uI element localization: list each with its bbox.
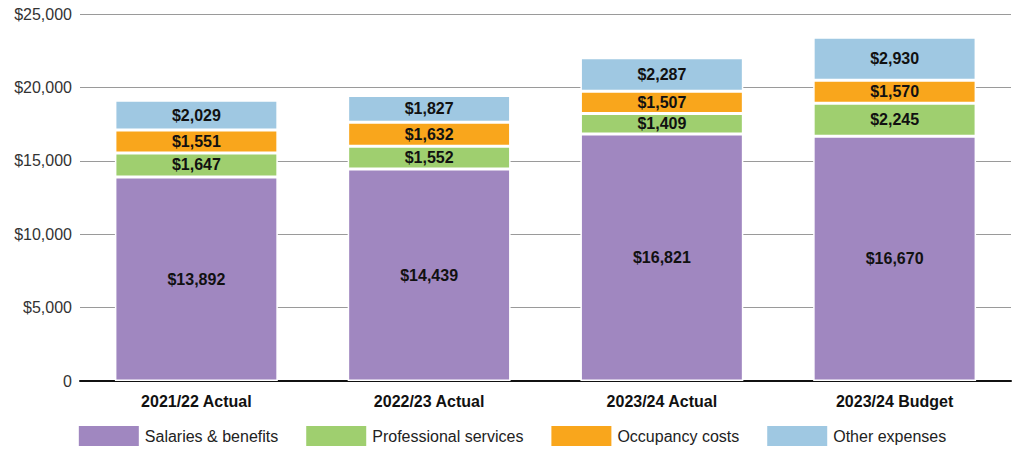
svg-text:$1,570: $1,570 [870,83,919,100]
svg-text:Occupancy costs: Occupancy costs [617,428,739,445]
svg-text:Salaries & benefits: Salaries & benefits [145,428,278,445]
svg-text:2021/22 Actual: 2021/22 Actual [141,393,252,410]
svg-text:$1,632: $1,632 [405,126,454,143]
svg-text:$2,287: $2,287 [637,66,686,83]
svg-text:$25,000: $25,000 [14,6,72,23]
svg-text:$20,000: $20,000 [14,79,72,96]
svg-text:2022/23 Actual: 2022/23 Actual [374,393,485,410]
svg-text:$1,507: $1,507 [637,94,686,111]
svg-text:Professional services: Professional services [372,428,523,445]
svg-text:$1,552: $1,552 [405,149,454,166]
svg-text:2023/24 Actual: 2023/24 Actual [607,393,718,410]
svg-text:$10,000: $10,000 [14,226,72,243]
svg-text:$1,551: $1,551 [172,133,221,150]
svg-text:0: 0 [63,373,72,390]
svg-text:2023/24 Budget: 2023/24 Budget [836,393,954,410]
svg-text:$1,409: $1,409 [637,115,686,132]
svg-text:$5,000: $5,000 [23,299,72,316]
svg-text:$15,000: $15,000 [14,152,72,169]
svg-text:Other expenses: Other expenses [833,428,946,445]
svg-text:$16,821: $16,821 [633,249,691,266]
svg-text:$2,029: $2,029 [172,107,221,124]
svg-text:$16,670: $16,670 [866,250,924,267]
svg-text:$14,439: $14,439 [400,267,458,284]
svg-text:$2,930: $2,930 [870,50,919,67]
svg-text:$13,892: $13,892 [167,271,225,288]
svg-text:$1,647: $1,647 [172,156,221,173]
svg-text:$1,827: $1,827 [405,100,454,117]
svg-text:$2,245: $2,245 [870,111,919,128]
